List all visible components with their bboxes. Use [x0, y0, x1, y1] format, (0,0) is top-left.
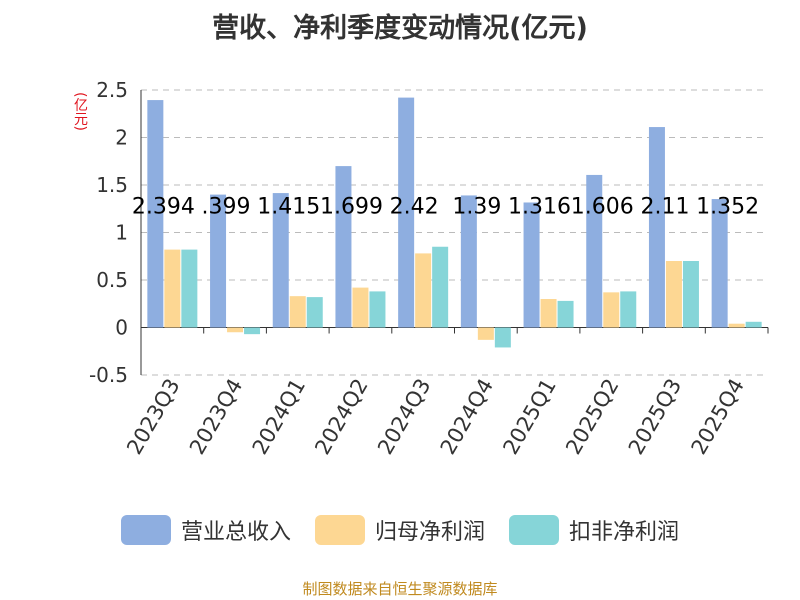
bar-net-profit [728, 323, 745, 328]
bar-adjusted-net-profit [682, 261, 699, 328]
bar-adjusted-net-profit [557, 300, 574, 328]
x-tick-label: 2025Q3 [624, 375, 686, 459]
legend-swatch [120, 515, 171, 545]
bar-adjusted-net-profit [494, 327, 511, 348]
bar-net-profit [477, 327, 494, 340]
data-source: 制图数据来自恒生聚源数据库 [302, 580, 498, 598]
data-label: 2.394 [132, 195, 195, 220]
legend-label: 扣非净利润 [569, 520, 680, 545]
bar-adjusted-net-profit [745, 321, 762, 328]
legend: 营业总收入 归母净利润 扣非净利润 [0, 514, 800, 546]
bar-revenue [210, 194, 227, 328]
bar-adjusted-net-profit [369, 291, 386, 328]
chart-title: 营收、净利季度变动情况(亿元) [212, 13, 588, 44]
bar-net-profit [289, 296, 306, 328]
bar-revenue [460, 195, 477, 328]
x-tick-label: 2024Q2 [310, 375, 372, 459]
bar-adjusted-net-profit [244, 327, 261, 335]
bar-net-profit [164, 249, 181, 328]
x-tick-label: 2024Q4 [436, 374, 498, 458]
bar-net-profit [603, 292, 620, 328]
bar-net-profit [415, 253, 432, 328]
data-label: 1.316 [508, 195, 571, 220]
legend-item[interactable]: 归母净利润 [314, 514, 485, 546]
legend-swatch [509, 515, 559, 545]
legend-label: 归母净利润 [374, 520, 485, 545]
y-tick-label: 1 [115, 221, 128, 245]
bar-revenue [523, 202, 540, 328]
y-axis-unit: (亿元) [72, 92, 88, 131]
y-tick-label: 2 [115, 126, 128, 150]
bar-adjusted-net-profit [620, 291, 637, 328]
data-label: 1.415 [257, 195, 320, 220]
data-label: 1.39 [452, 195, 501, 220]
legend-label: 营业总收入 [180, 520, 291, 545]
x-tick-label: 2023Q3 [122, 375, 184, 459]
x-tick-label: 2024Q1 [248, 375, 310, 459]
data-label: 1.699 [320, 195, 383, 220]
bar-adjusted-net-profit [181, 249, 198, 328]
data-label: 2.11 [640, 195, 689, 220]
bar-net-profit [352, 287, 369, 328]
y-tick-label: 0 [115, 316, 128, 340]
bar-revenue [586, 174, 603, 328]
x-tick-label: 2025Q4 [687, 375, 749, 459]
data-label: .399 [202, 195, 251, 220]
bar-revenue [335, 166, 352, 328]
y-tick-label: 1.5 [96, 173, 128, 197]
bar-revenue [398, 97, 415, 328]
legend-swatch [314, 515, 365, 545]
y-tick-label: 2.5 [96, 78, 128, 102]
x-tick-label: 2024Q3 [373, 375, 435, 459]
x-tick-label: 2025Q2 [561, 375, 623, 459]
bar-revenue [711, 199, 728, 328]
bar-net-profit [227, 327, 244, 333]
bar-adjusted-net-profit [432, 246, 449, 328]
bar-adjusted-net-profit [306, 297, 323, 328]
y-tick-label: 0.5 [96, 268, 128, 292]
x-tick-label: 2023Q4 [185, 375, 247, 459]
bar-revenue [648, 127, 665, 328]
y-tick-label: -0.5 [89, 363, 128, 387]
legend-item[interactable]: 营业总收入 [120, 514, 291, 546]
bar-net-profit [540, 299, 557, 328]
bar-net-profit [665, 261, 682, 328]
bar-revenue [272, 193, 289, 328]
data-label: 1.606 [571, 195, 634, 220]
data-label: 1.352 [696, 195, 759, 220]
data-label: 2.42 [390, 195, 439, 220]
x-tick-label: 2025Q1 [498, 375, 560, 459]
legend-item[interactable]: 扣非净利润 [509, 514, 679, 546]
bar-revenue [147, 100, 164, 328]
